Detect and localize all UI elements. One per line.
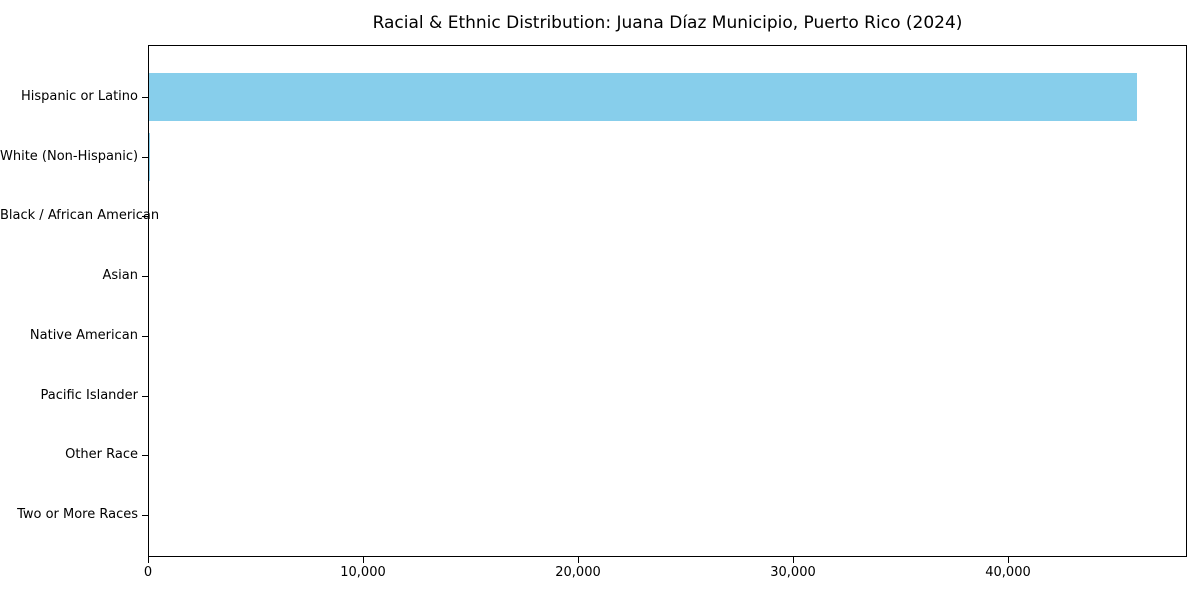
x-tick-mark [793,557,794,563]
y-tick-mark [142,455,148,457]
y-tick-label: White (Non-Hispanic) [0,148,139,164]
x-tick-label: 30,000 [770,565,816,580]
y-tick-mark [142,335,148,337]
y-tick-label: Pacific Islander [40,387,138,403]
y-tick-mark [142,216,148,218]
x-tick-mark [578,557,579,563]
bar [149,73,1137,121]
x-tick-label: 0 [143,565,153,580]
y-tick-label: Other Race [65,447,138,463]
x-tick-mark [1008,557,1009,563]
x-tick-mark [148,557,149,563]
y-tick-mark [142,514,148,516]
x-tick-mark [363,557,364,563]
y-tick-label: Two or More Races [17,506,138,522]
x-tick-label: 10,000 [340,565,386,580]
plot-area [148,45,1187,557]
y-tick-label: Native American [29,327,138,343]
x-tick-label: 40,000 [985,565,1031,580]
y-tick-mark [142,156,148,158]
y-tick-mark [142,276,148,278]
y-tick-mark [142,97,148,98]
chart-title: Racial & Ethnic Distribution: Juana Díaz… [372,13,963,33]
bar [149,132,150,181]
y-tick-label: Hispanic or Latino [20,89,138,104]
y-tick-label: Asian [102,268,138,284]
y-tick-mark [142,395,148,397]
x-tick-label: 20,000 [555,565,601,580]
y-tick-label: Black / African American [0,208,160,224]
